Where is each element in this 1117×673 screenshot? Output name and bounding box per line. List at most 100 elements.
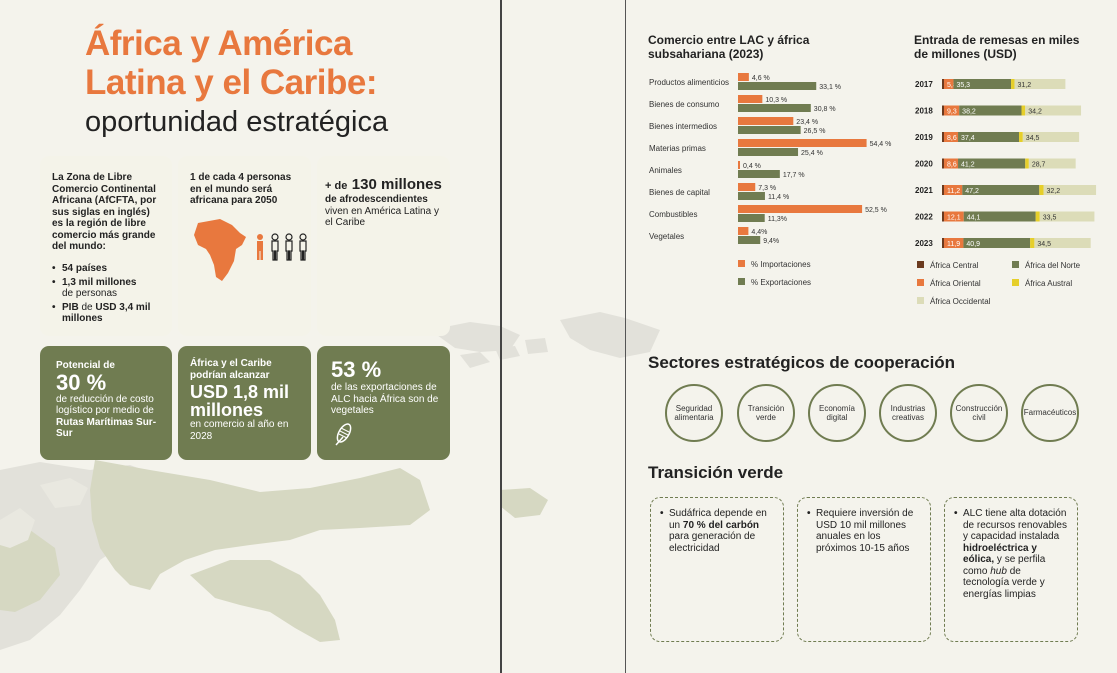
remit-year-label: 2020 <box>915 160 933 169</box>
afro-card: + de 130 millones de afrodescendientes v… <box>317 156 450 336</box>
remit-bar-segment <box>942 79 944 89</box>
green-box-2: Requiere inversión de USD 10 mil millone… <box>797 497 931 642</box>
trade-bar-label: 30,8 % <box>814 106 836 113</box>
trade-bar-label: 23,4 % <box>796 119 818 126</box>
remit-legend-label: África Central <box>930 261 979 270</box>
afcfta-item: 54 países <box>52 263 162 274</box>
trade-bar <box>738 126 801 134</box>
remit-legend-swatch <box>917 297 924 304</box>
remit-bar-segment <box>942 158 944 169</box>
trade-bar <box>738 192 765 200</box>
trade-bar-label: 11,3% <box>768 216 787 223</box>
remit-bar-segment <box>1034 238 1091 248</box>
green-title: Transición verde <box>648 463 784 482</box>
trade-bar-label: 4,6 % <box>752 75 770 82</box>
usd-head: África y el Caribe podrían alcanzar <box>190 358 272 381</box>
veg-card: 53 % de las exportaciones de ALC hacia Á… <box>317 346 450 460</box>
remit-segment-label: 32,2 <box>1047 188 1061 195</box>
trade-category-label: Bienes de consumo <box>649 100 720 109</box>
remit-bar-segment <box>958 158 1026 169</box>
remit-segment-label: 8,6 <box>947 135 957 142</box>
remit-legend-label: África Austral <box>1025 279 1072 288</box>
remit-segment-label: 47,2 <box>965 188 979 195</box>
remit-bar-segment <box>942 105 944 116</box>
remit-segment-label: 8,6 <box>947 162 957 169</box>
trade-bar <box>738 148 799 156</box>
remit-bar-segment <box>1030 238 1035 248</box>
remit-legend-swatch <box>917 279 924 286</box>
remit-bar-segment <box>944 185 963 195</box>
remit-legend-label: África Oriental <box>930 279 981 288</box>
sector-food-security: Seguridad alimentaria <box>665 384 723 442</box>
remit-bar-segment <box>962 185 1040 195</box>
remit-segment-label: 31,2 <box>1017 82 1031 89</box>
logistic-head: Potencial de <box>56 360 115 371</box>
trade-bar-label: 54,4 % <box>870 141 892 148</box>
veg-number: 53 % <box>331 357 382 382</box>
sector-green-transition: Transición verde <box>737 384 795 442</box>
trade-category-label: Productos alimenticios <box>649 78 729 87</box>
trade-bar-label: 52,5 % <box>865 207 887 214</box>
trade-bar-label: 7,3 % <box>758 185 776 192</box>
trade-chart: Productos alimenticios 4,6 % 33,1 % Bienes … <box>649 73 892 287</box>
remit-segment-label: 33,5 <box>1043 215 1057 222</box>
green-box-3: ALC tiene alta dotación de recursos reno… <box>944 497 1078 642</box>
remit-bar-segment <box>942 185 944 195</box>
remit-legend-swatch <box>1012 261 1019 268</box>
trade-category-label: Combustibles <box>649 210 697 219</box>
afro-text: viven en América Latina y el Caribe <box>325 205 439 229</box>
remit-bar-segment <box>944 211 964 222</box>
trade-bar <box>738 139 867 147</box>
remit-bar-segment <box>1043 185 1097 195</box>
remit-segment-label: 34,5 <box>1026 135 1040 142</box>
trade-bar-label: 26,5 % <box>804 128 826 135</box>
remit-bar-segment <box>959 105 1022 116</box>
remit-bar-segment <box>1039 211 1095 222</box>
remit-bar-segment <box>944 238 964 248</box>
trade-bar <box>738 104 811 112</box>
remit-year-label: 2019 <box>915 133 933 142</box>
trade-category-label: Bienes de capital <box>649 188 710 197</box>
remit-bar-segment <box>963 238 1031 248</box>
trade-legend-swatch <box>738 278 745 285</box>
remit-bar-segment <box>1039 185 1044 195</box>
population-card: 1 de cada 4 personas en el mundo será af… <box>178 156 311 336</box>
remit-legend-swatch <box>1012 279 1019 286</box>
title-line-1: África y América <box>85 24 352 63</box>
trade-bar <box>738 183 756 191</box>
sector-construction: Construcción civil <box>950 384 1008 442</box>
remit-bar-segment <box>942 132 944 142</box>
remit-segment-label: 41,2 <box>961 162 975 169</box>
remit-legend-label: África del Norte <box>1025 261 1081 270</box>
remit-segment-label: 35,3 <box>956 82 970 89</box>
remit-legend-swatch <box>917 261 924 268</box>
remit-chart-title: Entrada de remesas en miles de millones … <box>914 33 1080 61</box>
trade-bar <box>738 236 761 244</box>
logistic-number: 30 % <box>56 369 107 395</box>
green-box-1: Sudáfrica depende en un 70 % del carbón … <box>650 497 784 642</box>
trade-bar-label: 11,4 % <box>768 194 789 201</box>
remit-bar-segment <box>944 158 959 169</box>
afcfta-text: La Zona de Libre Comercio Continental Af… <box>52 172 157 252</box>
title-subtitle: oportunidad estratégica <box>85 106 389 138</box>
logistic-text: de reducción de costo logístico por medi… <box>56 393 157 440</box>
remit-segment-label: 11,2 <box>947 188 960 195</box>
trade-bar <box>738 117 794 125</box>
trade-legend-swatch <box>738 260 745 267</box>
remit-year-label: 2023 <box>915 239 933 248</box>
corn-icon <box>335 422 352 445</box>
remit-bar-segment <box>953 79 1012 89</box>
column-divider <box>625 0 626 673</box>
usd-card: África y el Caribe podrían alcanzar USD … <box>178 346 311 460</box>
remit-bar-segment <box>1019 132 1023 142</box>
remit-bar-segment <box>958 132 1020 142</box>
remit-year-label: 2018 <box>915 107 933 116</box>
trade-legend-label: % Importaciones <box>751 260 811 269</box>
remit-bar-segment <box>944 132 959 142</box>
afcfta-item: PIB de USD 3,4 mil millones <box>52 302 162 324</box>
usd-text: en comercio al año en 2028 <box>190 419 289 442</box>
remit-segment-label: 40,9 <box>966 241 980 248</box>
trade-category-label: Bienes intermedios <box>649 122 717 131</box>
remit-year-label: 2022 <box>915 213 933 222</box>
